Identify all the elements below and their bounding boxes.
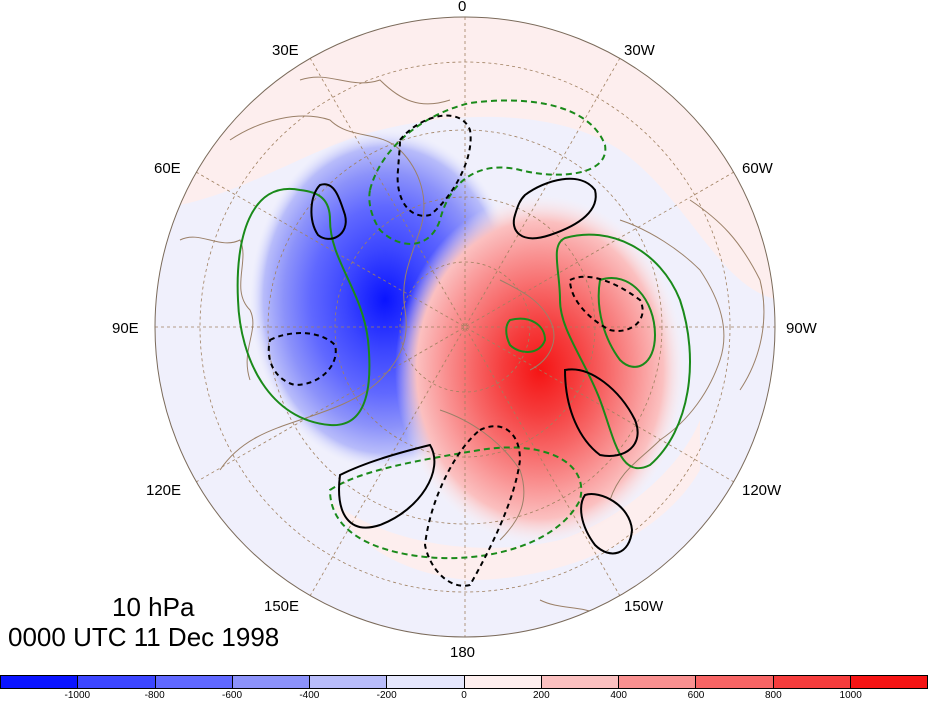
colorbar-box [696, 676, 774, 688]
colorbar-box [78, 676, 156, 688]
green-contour-west [236, 187, 371, 427]
lon-label-30e: 30E [272, 42, 299, 59]
colorbar-box [387, 676, 465, 688]
colorbar-label: 1000 [839, 690, 862, 701]
positive-band-north [155, 17, 775, 300]
pressure-level-title: 10 hPa [112, 592, 195, 622]
colorbar-box [541, 676, 619, 688]
colorbar-box [155, 676, 233, 688]
lon-label-90w: 90W [786, 320, 817, 337]
colorbar-box [773, 676, 851, 688]
black-dashed-north [396, 114, 472, 217]
black-contours [310, 177, 639, 555]
colorbar-label: 800 [764, 690, 782, 701]
green-contour-east [555, 233, 691, 470]
colorbar-label: 600 [687, 690, 705, 701]
colorbar [0, 675, 928, 689]
lon-label-0: 0 [458, 0, 467, 15]
colorbar-box [232, 676, 310, 688]
lon-label-150e: 150E [264, 598, 300, 615]
black-contour-southwest [338, 443, 436, 529]
colorbar-box [850, 676, 927, 688]
lon-label-30w: 30W [624, 42, 655, 59]
lon-label-150w: 150W [624, 598, 664, 615]
colorbar-box [1, 676, 79, 688]
map-disk [155, 17, 775, 637]
colorbar-box [464, 676, 542, 688]
positive-band-south [330, 420, 700, 580]
black-dashed-contours [267, 114, 644, 587]
black-contour-north [512, 177, 597, 240]
black-contour-west [310, 183, 347, 240]
lon-label-120w: 120W [742, 482, 782, 499]
colorbar-label: 200 [532, 690, 550, 701]
colorbar-label: -200 [376, 690, 397, 701]
colorbar-box [310, 676, 388, 688]
green-dashed-north [368, 99, 607, 245]
black-contour-southeast [580, 493, 634, 555]
green-dashed-south [328, 446, 583, 560]
colorbar-label: 400 [610, 690, 627, 701]
lat-lon-grid [155, 17, 775, 637]
green-dashed-contours [328, 99, 607, 560]
green-contour-east-inner [597, 277, 657, 368]
green-contours [236, 187, 691, 470]
lon-label-60e: 60E [154, 160, 181, 177]
colorbar-label: -400 [299, 690, 320, 701]
black-contour-east [563, 368, 639, 457]
lon-label-180: 180 [450, 644, 476, 661]
lon-label-90e: 90E [112, 320, 139, 337]
map-boundary [154, 16, 776, 638]
valid-time-title: 0000 UTC 11 Dec 1998 [8, 622, 280, 652]
black-dashed-east [568, 275, 644, 332]
colorbar-label: 0 [461, 690, 467, 701]
colorbar-label: -1000 [64, 690, 91, 701]
lon-label-120e: 120E [146, 482, 182, 499]
green-contour-southeast [505, 317, 547, 353]
colorbar-box [619, 676, 697, 688]
black-dashed-south [423, 425, 522, 587]
colorbar-label: -600 [221, 690, 243, 701]
lon-label-60w: 60W [742, 160, 773, 177]
colorbar-label: -800 [144, 690, 165, 701]
